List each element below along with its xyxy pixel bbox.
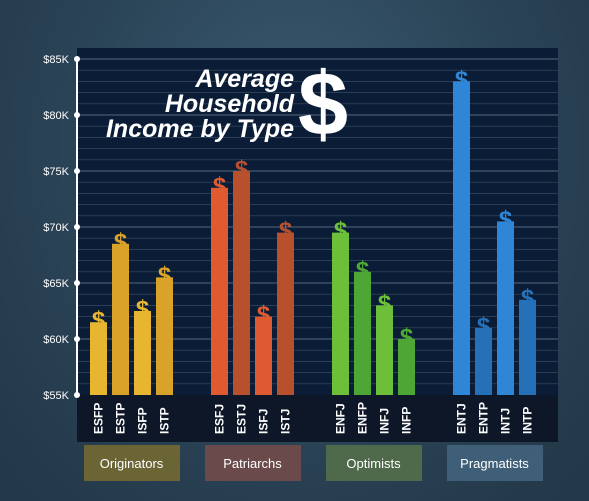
bar-dollar-icon: $ bbox=[455, 66, 469, 93]
x-tick-label: ENFP bbox=[356, 402, 370, 434]
bar-isfj bbox=[255, 316, 272, 395]
chart-title-line-2: Household bbox=[164, 90, 294, 118]
bar-dollar-icon: $ bbox=[92, 307, 106, 334]
bar-estj bbox=[233, 171, 250, 395]
bar-dollar-icon: $ bbox=[521, 285, 535, 312]
x-tick-label: ISTP bbox=[158, 407, 172, 434]
bar-entp bbox=[475, 327, 492, 395]
bar-dollar-icon: $ bbox=[499, 206, 513, 233]
y-tick-label: $55K bbox=[43, 390, 69, 402]
y-tick-dot bbox=[74, 112, 80, 118]
bar-estp bbox=[112, 243, 129, 395]
bar-dollar-icon: $ bbox=[334, 218, 348, 245]
y-tick-dot bbox=[74, 56, 80, 62]
y-tick-label: $80K bbox=[43, 110, 69, 122]
chart-title-line-3: Income by Type bbox=[105, 115, 294, 143]
bar-dollar-icon: $ bbox=[158, 262, 172, 289]
y-tick-dot bbox=[74, 392, 80, 398]
group-label-originators: Originators bbox=[83, 445, 180, 481]
x-tick-label: ESTP bbox=[114, 403, 128, 434]
bar-infp bbox=[398, 339, 415, 395]
bar-dollar-icon: $ bbox=[400, 324, 414, 351]
bar-dollar-icon: $ bbox=[136, 296, 150, 323]
x-tick-label: ENTP bbox=[477, 402, 491, 434]
bar-enfj bbox=[332, 232, 349, 395]
y-tick-label: $75K bbox=[43, 166, 69, 178]
bar-dollar-icon: $ bbox=[213, 173, 227, 200]
group-label-patriarchs: Patriarchs bbox=[204, 445, 301, 481]
bar-enfp bbox=[354, 271, 371, 395]
bar-dollar-icon: $ bbox=[477, 313, 491, 340]
y-tick-label: $70K bbox=[43, 222, 69, 234]
y-tick-dot bbox=[74, 280, 80, 286]
bar-dollar-icon: $ bbox=[356, 257, 370, 284]
y-tick-label: $60K bbox=[43, 334, 69, 346]
x-tick-label: INFJ bbox=[378, 408, 392, 434]
bar-dollar-icon: $ bbox=[235, 156, 249, 183]
x-tick-label: ISFJ bbox=[257, 409, 271, 434]
y-tick-dot bbox=[74, 224, 80, 230]
y-tick-label: $65K bbox=[43, 278, 69, 290]
bar-isfp bbox=[134, 311, 151, 395]
group-label-optimists: Optimists bbox=[325, 445, 422, 481]
bar-istp bbox=[156, 277, 173, 395]
bar-dollar-icon: $ bbox=[279, 218, 293, 245]
y-tick-dot bbox=[74, 336, 80, 342]
group-label-pragmatists: Pragmatists bbox=[446, 445, 543, 481]
bar-dollar-icon: $ bbox=[257, 302, 271, 329]
x-tick-label: ISTJ bbox=[279, 409, 293, 434]
chart-title-line-1: Average bbox=[195, 65, 294, 93]
x-tick-label: ENFJ bbox=[334, 403, 348, 434]
bar-dollar-icon: $ bbox=[378, 290, 392, 317]
category-label-panel bbox=[77, 395, 558, 442]
bar-esfj bbox=[211, 187, 228, 395]
y-tick-label: $85K bbox=[43, 54, 69, 66]
x-tick-label: INFP bbox=[400, 407, 414, 434]
bar-istj bbox=[277, 232, 294, 395]
x-tick-label: ESTJ bbox=[235, 404, 249, 434]
x-tick-label: INTP bbox=[521, 407, 535, 434]
chart-title-dollar-icon: $ bbox=[298, 55, 349, 155]
bar-dollar-icon: $ bbox=[114, 229, 128, 256]
bar-intj bbox=[497, 221, 514, 395]
x-tick-label: ESFP bbox=[92, 403, 106, 434]
bar-entj bbox=[453, 81, 470, 396]
bar-infj bbox=[376, 305, 393, 395]
x-tick-label: INTJ bbox=[499, 408, 513, 434]
x-tick-label: ESFJ bbox=[213, 404, 227, 434]
y-tick-dot bbox=[74, 168, 80, 174]
bar-intp bbox=[519, 299, 536, 395]
bar-esfp bbox=[90, 322, 107, 395]
x-tick-label: ENTJ bbox=[455, 403, 469, 434]
x-tick-label: ISFP bbox=[136, 407, 150, 434]
